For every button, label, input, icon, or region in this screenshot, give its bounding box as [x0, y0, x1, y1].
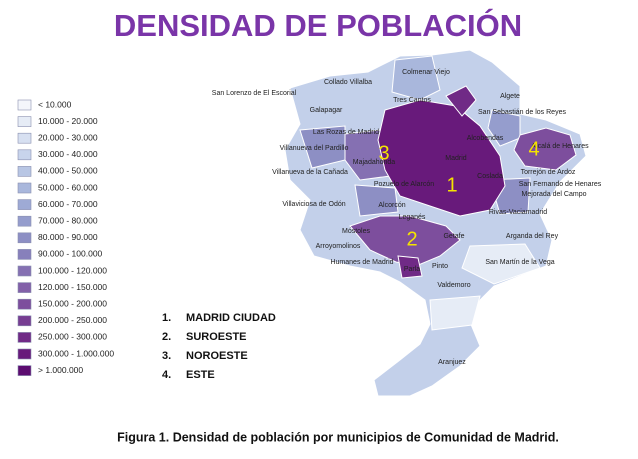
legend-swatch	[17, 315, 32, 327]
legend-label: 50.000 - 60.000	[38, 182, 98, 192]
legend-swatch	[17, 332, 32, 343]
legend-label: 90.000 - 100.000	[38, 249, 103, 259]
municipality-label: Algete	[500, 93, 520, 100]
map-number: 4	[528, 138, 539, 160]
zone-name: MADRID CIUDAD	[186, 312, 276, 324]
zone-name: ESTE	[186, 369, 215, 381]
area	[391, 55, 441, 101]
municipality-label: Villanueva del Pardillo	[280, 145, 349, 152]
zone-4	[513, 127, 577, 171]
legend-label: 60.000 - 70.000	[38, 199, 98, 209]
municipality-label: Getafe	[443, 233, 464, 240]
municipality-label: Alcobendas	[467, 135, 504, 142]
area	[461, 243, 541, 285]
legend-swatch	[17, 199, 32, 210]
legend-swatch	[17, 348, 32, 360]
area	[429, 295, 481, 331]
municipality-label: San Fernando de Henares	[519, 181, 602, 188]
municipality-label: Collado Villalba	[324, 79, 372, 86]
municipality-labels: Colmenar Viejo Collado Villalba San Lore…	[212, 69, 602, 366]
municipality-label: San Lorenzo de El Escorial	[212, 90, 297, 97]
legend-swatch	[17, 132, 32, 144]
municipality-label: Pozuelo de Alarcón	[374, 181, 434, 188]
municipality-label: Leganés	[399, 214, 426, 221]
municipality-label: Madrid	[445, 155, 467, 162]
legend-swatch	[17, 166, 32, 177]
municipality-label: Majadahonda	[353, 159, 396, 166]
area	[397, 255, 423, 279]
map-number: 1	[446, 174, 457, 196]
map-number: 2	[406, 228, 417, 250]
municipality-label: Alcorcón	[378, 202, 405, 209]
legend-swatch	[17, 365, 32, 376]
legend-label: 10.000 - 20.000	[38, 116, 98, 126]
municipality-label: Arganda del Rey	[506, 233, 559, 240]
legend-label: > 1.000.000	[38, 365, 83, 375]
legend-label: 120.000 - 150.000	[38, 282, 107, 292]
legend-label: 20.000 - 30.000	[38, 132, 98, 142]
legend-swatch	[17, 265, 32, 277]
legend-label: 100.000 - 120.000	[38, 265, 107, 275]
legend-label: 300.000 - 1.000.000	[38, 348, 114, 358]
municipality-label: Las Rozas de Madrid	[313, 129, 379, 136]
legend-label: 70.000 - 80.000	[38, 215, 98, 225]
legend-label: 250.000 - 300.000	[38, 332, 107, 342]
municipality-label: Mejorada del Campo	[522, 191, 587, 198]
zone-index: 1.	[162, 312, 171, 324]
title: DENSIDAD DE POBLACIÓN	[114, 7, 522, 43]
legend-swatch	[17, 232, 32, 244]
municipality-label: Arroyomolinos	[316, 243, 361, 250]
zone-index: 3.	[162, 350, 171, 362]
map-number: 3	[378, 142, 389, 164]
municipality-label: Colmenar Viejo	[402, 69, 450, 76]
legend-swatch	[17, 282, 32, 293]
municipality-label: Pinto	[432, 263, 448, 270]
zone-index: 4.	[162, 369, 171, 381]
legend-label: 200.000 - 250.000	[38, 315, 107, 325]
municipality-label: Móstoles	[342, 228, 371, 235]
zone-index: 2.	[162, 331, 171, 343]
legend-swatch	[17, 149, 32, 161]
legend-swatch	[17, 249, 32, 260]
municipality-label: Humanes de Madrid	[330, 259, 393, 266]
municipality-label: Alcalá de Henares	[531, 143, 589, 150]
municipality-label: Villaviciosa de Odón	[282, 201, 345, 208]
area	[354, 184, 399, 217]
municipality-label: Galapagar	[310, 107, 343, 114]
legend-swatch	[17, 99, 32, 111]
legend-swatch	[17, 215, 32, 227]
caption: Figura 1. Densidad de población por muni…	[117, 430, 559, 444]
municipality-label: Torrejón de Ardoz	[521, 169, 576, 176]
area	[487, 109, 521, 147]
municipality-label: Rivas-Vaciamadrid	[489, 209, 547, 216]
legend-label: 40.000 - 50.000	[38, 166, 98, 176]
legend-label: 150.000 - 200.000	[38, 298, 107, 308]
zone-2	[349, 215, 461, 267]
legend-swatch	[17, 116, 32, 127]
legend: < 10.000 10.000 - 20.000 20.000 - 30.000 30…	[17, 99, 114, 376]
municipality-label: Villanueva de la Cañada	[272, 169, 348, 176]
zone-list: 1. MADRID CIUDAD 2. SUROESTE 3. NOROESTE 4. EST…	[162, 312, 276, 381]
zone-name: NOROESTE	[186, 350, 248, 362]
municipality-label: Coslada	[477, 173, 503, 180]
legend-swatch	[17, 182, 32, 194]
municipality-label: Parla	[404, 266, 420, 273]
legend-label: 30.000 - 40.000	[38, 149, 98, 159]
municipality-label: Aranjuez	[438, 359, 466, 366]
municipality-label: San Sebastián de los Reyes	[478, 109, 566, 116]
area	[445, 85, 477, 117]
legend-label: < 10.000	[38, 99, 72, 109]
municipality-label: San Martín de la Vega	[485, 259, 554, 266]
zone-name: SUROESTE	[186, 331, 247, 343]
municipality-label: Tres Cantos	[393, 97, 431, 104]
legend-swatch	[17, 298, 32, 310]
legend-label: 80.000 - 90.000	[38, 232, 98, 242]
map	[284, 49, 587, 397]
municipality-label: Valdemoro	[437, 282, 470, 289]
